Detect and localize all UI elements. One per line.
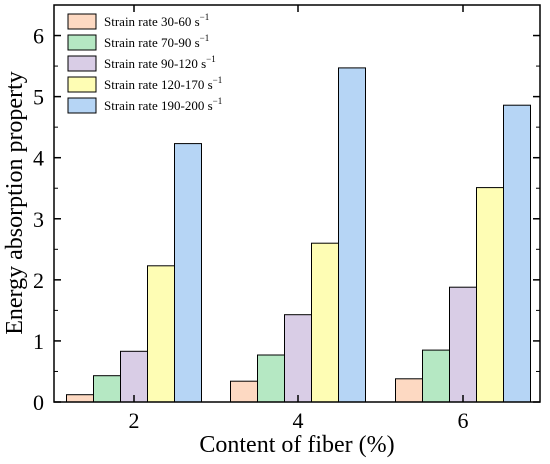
legend: Strain rate 30-60 s−1 Strain rate 70-90 s… <box>67 12 222 114</box>
y-tick-label: 0 <box>33 390 44 415</box>
y-tick-label: 4 <box>33 146 44 171</box>
legend-label-superscript: −1 <box>213 96 223 106</box>
y-axis-title: Energy absorption property <box>2 71 28 335</box>
bar-s1-6 <box>395 378 423 403</box>
bar-s2-6 <box>422 349 450 403</box>
y-tick-label: 5 <box>33 85 44 110</box>
x-axis-title: Content of fiber (%) <box>199 432 394 458</box>
legend-label: Strain rate 120-170 s−1 <box>104 75 222 92</box>
x-tick-label: 6 <box>458 408 469 433</box>
y-tick-label: 3 <box>33 207 44 232</box>
legend-label-superscript: −1 <box>213 75 223 85</box>
bar-s4-4 <box>311 242 339 403</box>
legend-label-superscript: −1 <box>200 12 210 22</box>
bar-s1-2 <box>66 394 94 403</box>
plot-frame <box>53 4 541 403</box>
bar-s2-4 <box>257 354 285 403</box>
y-tick-label: 6 <box>33 24 44 49</box>
legend-label: Strain rate 90-120 s−1 <box>104 54 216 71</box>
bar-s4-6 <box>476 187 504 403</box>
y-tick-label: 2 <box>33 268 44 293</box>
legend-label: Strain rate 190-200 s−1 <box>104 96 222 113</box>
legend-swatch <box>67 97 97 114</box>
legend-label-superscript: −1 <box>206 54 216 64</box>
bar-s2-2 <box>93 375 121 403</box>
bar-s5-2 <box>174 143 202 403</box>
bar-s3-6 <box>449 286 477 403</box>
x-tick-label: 4 <box>293 408 304 433</box>
bar-s5-6 <box>503 104 531 403</box>
legend-swatch <box>67 13 97 30</box>
x-tick-label: 2 <box>129 408 140 433</box>
bars-layer <box>66 67 531 403</box>
legend-swatch <box>67 34 97 51</box>
bar-s5-4 <box>338 67 366 403</box>
legend-label: Strain rate 70-90 s−1 <box>104 33 209 50</box>
y-tick-label: 1 <box>33 329 44 354</box>
bar-s3-2 <box>120 350 148 403</box>
legend-swatch <box>67 76 97 93</box>
x-axis: 2 4 6 <box>129 5 469 433</box>
bar-s4-2 <box>147 265 175 403</box>
bar-s3-4 <box>284 314 312 403</box>
legend-label-superscript: −1 <box>200 33 210 43</box>
legend-label: Strain rate 30-60 s−1 <box>104 12 209 29</box>
legend-swatch <box>67 55 97 72</box>
bar-s1-4 <box>230 380 258 403</box>
